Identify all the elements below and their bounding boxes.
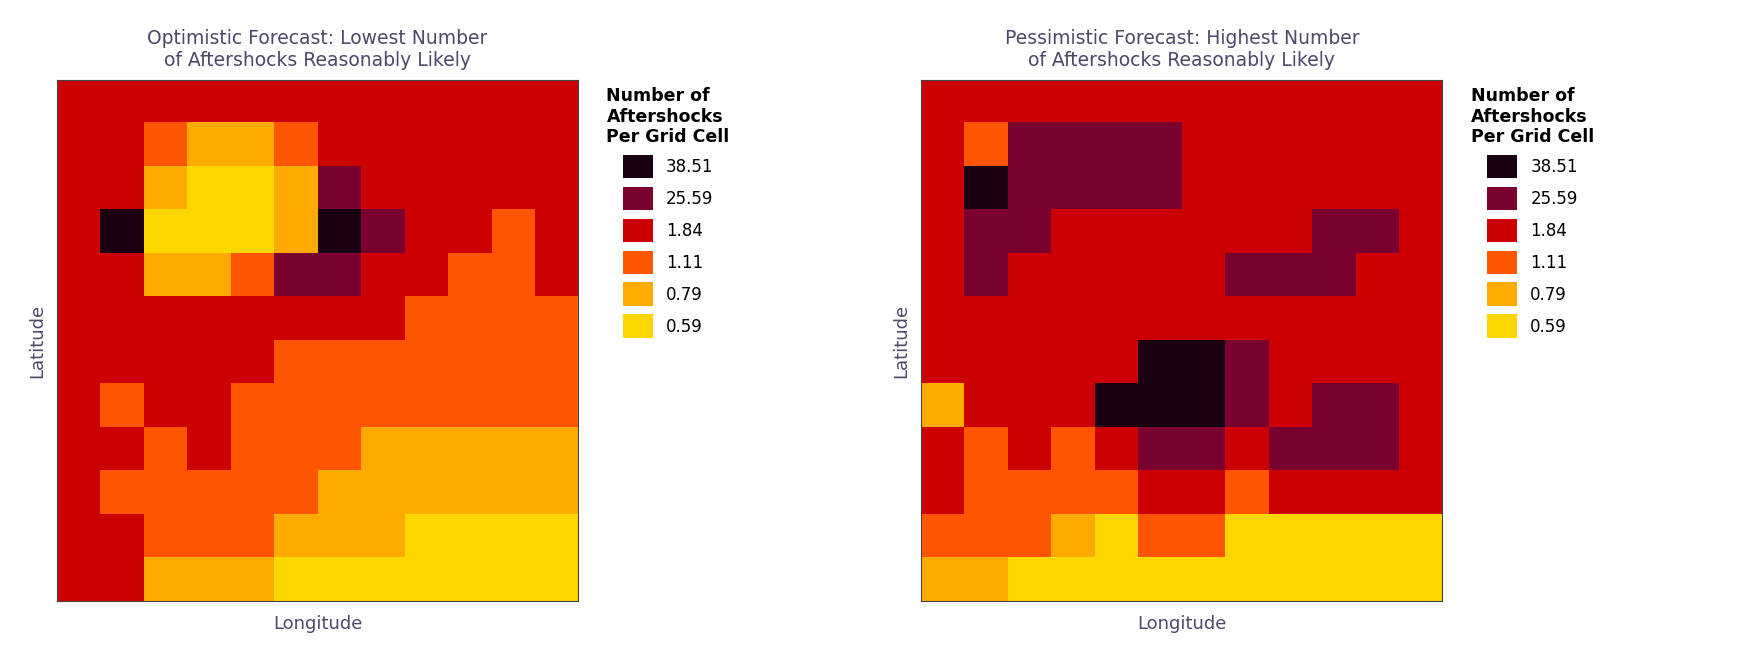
Legend: 38.51, 25.59, 1.84, 1.11, 0.79, 0.59: 38.51, 25.59, 1.84, 1.11, 0.79, 0.59 bbox=[600, 80, 736, 345]
Title: Pessimistic Forecast: Highest Number
of Aftershocks Reasonably Likely: Pessimistic Forecast: Highest Number of … bbox=[1004, 29, 1360, 70]
Y-axis label: Latitude: Latitude bbox=[893, 304, 910, 377]
Title: Optimistic Forecast: Lowest Number
of Aftershocks Reasonably Likely: Optimistic Forecast: Lowest Number of Af… bbox=[148, 29, 487, 70]
X-axis label: Longitude: Longitude bbox=[1138, 615, 1226, 633]
Legend: 38.51, 25.59, 1.84, 1.11, 0.79, 0.59: 38.51, 25.59, 1.84, 1.11, 0.79, 0.59 bbox=[1464, 80, 1600, 345]
Y-axis label: Latitude: Latitude bbox=[28, 304, 46, 377]
X-axis label: Longitude: Longitude bbox=[273, 615, 362, 633]
